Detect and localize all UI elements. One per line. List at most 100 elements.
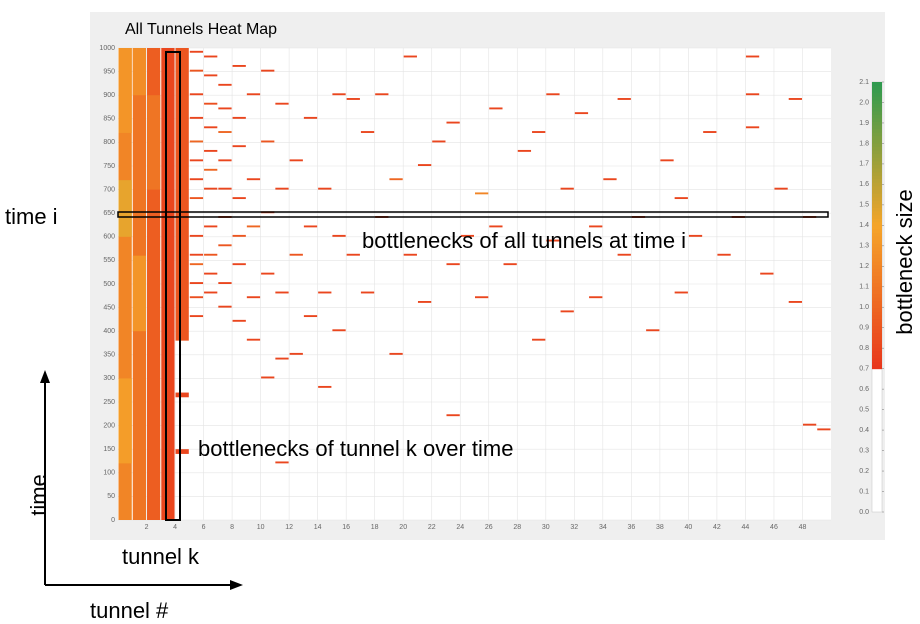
row-highlight — [117, 211, 829, 218]
heat-cell — [189, 253, 204, 256]
heat-cell — [232, 116, 246, 119]
heat-cell — [204, 149, 218, 152]
heat-cell — [175, 392, 189, 398]
colorbar-segment — [872, 189, 882, 194]
heat-cell — [189, 315, 204, 318]
heat-cell — [546, 93, 560, 96]
heat-cell — [204, 253, 218, 256]
heat-cell — [546, 239, 560, 242]
annotation: tunnel # — [90, 598, 169, 623]
colorbar-segment — [872, 257, 882, 262]
heat-cell — [617, 98, 631, 100]
colorbar-segment — [872, 289, 882, 294]
y-tick-label: 800 — [103, 139, 115, 146]
heat-cell — [318, 385, 332, 388]
colorbar-segment — [872, 350, 882, 355]
colorbar-segment — [872, 121, 882, 126]
heat-cell — [161, 48, 175, 520]
heat-cell — [417, 164, 432, 166]
colorbar-segment — [872, 239, 882, 244]
heat-cell — [246, 296, 261, 299]
annotation: time — [26, 474, 51, 516]
heat-cell — [204, 74, 218, 77]
colorbar-segment — [872, 142, 882, 147]
colorbar-segment — [872, 340, 882, 345]
heat-cell — [332, 234, 346, 237]
heat-cell — [275, 357, 289, 360]
heat-cell — [189, 296, 204, 299]
heat-cell — [218, 131, 232, 133]
y-tick-label: 200 — [103, 422, 115, 429]
colorbar-segment — [872, 171, 882, 176]
colorbar-segment — [872, 365, 882, 370]
heat-cell — [360, 131, 375, 133]
x-tick-label: 2 — [145, 524, 149, 531]
heat-cell — [318, 187, 332, 190]
heat-cell — [289, 253, 303, 256]
colorbar-segment — [872, 254, 882, 259]
colorbar-segment — [872, 250, 882, 255]
heat-cell — [802, 423, 817, 426]
colorbar-tick-label: 1.5 — [859, 202, 869, 209]
colorbar-segment — [872, 132, 882, 137]
colorbar-segment — [872, 322, 882, 327]
heat-cell — [232, 64, 246, 67]
x-tick-label: 44 — [742, 524, 750, 531]
colorbar-segment — [872, 307, 882, 312]
heat-cell — [218, 159, 232, 162]
heat-cell — [189, 116, 204, 119]
heat-cell — [232, 319, 246, 322]
colorbar-segment — [872, 261, 882, 266]
y-tick-label: 400 — [103, 328, 115, 335]
colorbar-segment — [872, 243, 882, 248]
colorbar-tick-label: 2.0 — [859, 99, 869, 106]
colorbar-segment — [872, 282, 882, 287]
colorbar-segment — [872, 157, 882, 162]
heat-cell — [204, 272, 218, 275]
colorbar-segment — [872, 329, 882, 334]
colorbar-tick-label: 0.2 — [859, 468, 869, 475]
y-tick-label: 700 — [103, 186, 115, 193]
y-tick-label: 500 — [103, 281, 115, 288]
x-tick-label: 10 — [257, 524, 265, 531]
colorbar-tick-label: 1.2 — [859, 263, 869, 270]
heat-cell — [175, 48, 189, 341]
colorbar-segment — [872, 96, 882, 101]
colorbar-tick-label: 1.4 — [859, 222, 869, 229]
heat-cell — [503, 263, 517, 266]
colorbar-segment — [872, 89, 882, 94]
heat-cell — [246, 93, 261, 96]
colorbar-segment — [872, 211, 882, 216]
heat-cell — [332, 93, 346, 96]
colorbar-tick-label: 0.5 — [859, 406, 869, 413]
y-tick-label: 250 — [103, 399, 115, 406]
colorbar-segment — [872, 107, 882, 112]
heat-cell — [346, 98, 360, 100]
x-tick-label: 16 — [342, 524, 350, 531]
heat-cell — [189, 263, 204, 266]
heat-cell — [703, 131, 717, 133]
colorbar-segment — [872, 314, 882, 319]
x-tick-label: 30 — [542, 524, 550, 531]
colorbar-segment — [872, 228, 882, 233]
axes: 0 50 100 150 200 250 300 350 400 450 500 550 600 650 7… — [99, 45, 806, 531]
colorbar-segment — [872, 153, 882, 158]
x-tick-label: 20 — [399, 524, 407, 531]
heat-cell — [189, 93, 204, 96]
colorbar-segment — [872, 150, 882, 155]
heat-cell — [204, 291, 218, 294]
heat-cell — [460, 234, 474, 237]
heat-cell — [674, 197, 688, 200]
heat-cell — [275, 461, 289, 464]
colorbar-segment — [872, 318, 882, 323]
heat-cell — [261, 272, 275, 275]
colorbar-tick-label: 1.7 — [859, 161, 869, 168]
colorbar-segment — [872, 354, 882, 359]
x-tick-label: 4 — [173, 524, 177, 531]
colorbar-tick-label: 1.3 — [859, 243, 869, 250]
x-tick-label: 48 — [799, 524, 807, 531]
heat-cell — [560, 310, 574, 313]
heat-cell — [275, 187, 289, 190]
x-tick-label: 28 — [513, 524, 521, 531]
colorbar-tick-label: 0.7 — [859, 366, 869, 373]
